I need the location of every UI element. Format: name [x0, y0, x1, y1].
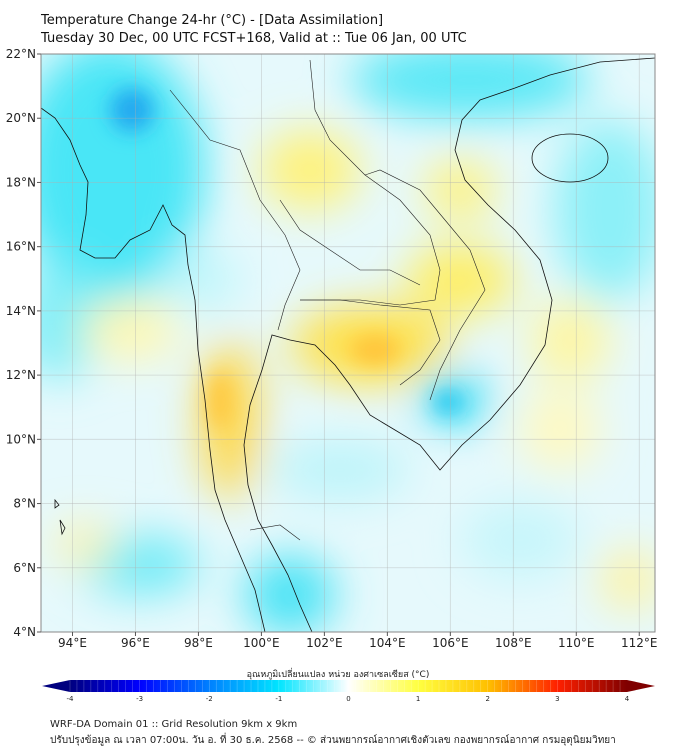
lon-tick-label: 98°E [184, 636, 213, 650]
lat-tick-label: 18°N [6, 175, 36, 189]
lon-tick-label: 94°E [58, 636, 87, 650]
colorbar-tick-label: 3 [555, 695, 559, 703]
lat-tick-label: 10°N [6, 432, 36, 446]
lon-tick-label: 100°E [243, 636, 280, 650]
colorbar-tick-label: -2 [206, 695, 213, 703]
temperature-field [41, 54, 655, 632]
borders [169, 59, 486, 541]
lon-tick-label: 106°E [432, 636, 469, 650]
lat-tick-label: 8°N [13, 497, 36, 511]
lon-tick-label: 104°E [369, 636, 406, 650]
lat-tick-label: 14°N [6, 304, 36, 318]
colorbar-tick-label: 0 [346, 695, 350, 703]
footer-model-info: WRF-DA Domain 01 :: Grid Resolution 9km … [50, 719, 298, 730]
colorbar-min-extend [42, 680, 70, 692]
lat-tick-label: 20°N [6, 111, 36, 125]
colorbar-tick-label: 2 [486, 695, 490, 703]
colorbar: -4 -3 -2 -1 0 1 2 3 4 [42, 680, 655, 703]
lat-tick-label: 22°N [6, 47, 36, 61]
graticule [41, 54, 655, 632]
longitude-ticks: 94°E 96°E 98°E 100°E 102°E 104°E 106°E 108°E 110… [58, 632, 658, 650]
lat-tick-label: 6°N [13, 561, 36, 575]
colorbar-tick-label: -1 [275, 695, 282, 703]
colorbar-gradient [70, 680, 627, 692]
lat-tick-label: 12°N [6, 368, 36, 382]
lat-tick-label: 16°N [6, 240, 36, 254]
lon-tick-label: 102°E [306, 636, 343, 650]
colorbar-label: อุณหภูมิเปลี่ยนแปลง หน่วย องศาเซลเซียส (… [246, 670, 430, 680]
colorbar-max-extend [627, 680, 655, 692]
colorbar-tick-label: 4 [625, 695, 630, 703]
map-frame [40, 53, 656, 633]
footer-credit: ปรับปรุงข้อมูล ณ เวลา 07:00น. วัน อ. ที่… [50, 735, 616, 746]
lon-tick-label: 96°E [121, 636, 150, 650]
lon-tick-label: 108°E [495, 636, 532, 650]
lat-tick-label: 4°N [13, 625, 36, 639]
lon-tick-label: 112°E [621, 636, 658, 650]
colorbar-tick-label: -3 [136, 695, 143, 703]
colorbar-tick-label: -4 [67, 695, 75, 703]
latitude-ticks: 4°N 6°N 8°N 10°N 12°N 14°N 16°N 18°N 20°N 22°N [6, 47, 41, 639]
map-title: Temperature Change 24-hr (°C) - [Data As… [41, 13, 384, 28]
lon-tick-label: 110°E [558, 636, 595, 650]
colorbar-tick-label: 1 [416, 695, 420, 703]
coastlines [41, 57, 655, 632]
map-subtitle: Tuesday 30 Dec, 00 UTC FCST+168, Valid a… [41, 31, 467, 46]
